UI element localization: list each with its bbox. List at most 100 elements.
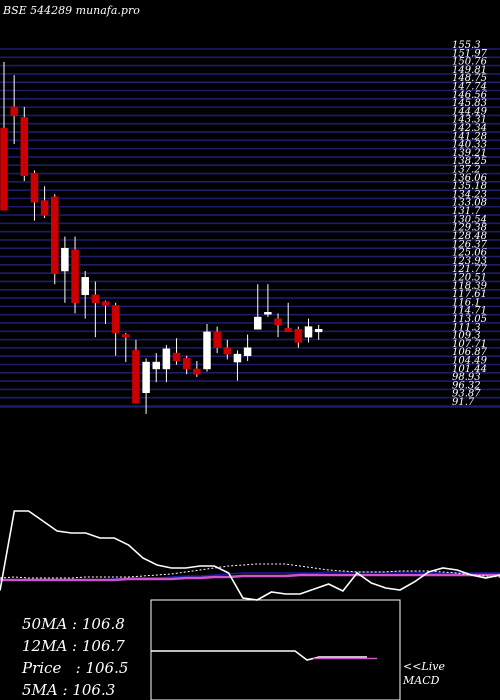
candlestick	[213, 326, 221, 354]
ma-white-line	[0, 510, 500, 601]
candlestick	[294, 326, 303, 348]
price-tick-label: 155.3	[452, 40, 481, 51]
candlestick	[40, 186, 49, 219]
bullish-candle-body	[264, 312, 272, 315]
candlestick	[314, 325, 323, 340]
price-tick-label: 135.18	[452, 181, 487, 192]
price-tick-label: 151.97	[452, 48, 488, 59]
price-tick-label: 133.08	[452, 198, 487, 209]
price-tick-labels: 155.3151.97150.76149.81148.75147.74146.5…	[452, 40, 488, 408]
bullish-candle-body	[304, 326, 313, 338]
price-tick-label: 91.7	[452, 397, 475, 408]
bearish-candle-body	[172, 352, 181, 362]
macd-panel-frame	[150, 599, 401, 700]
candlestick	[0, 61, 8, 211]
price-tick-label: 120.51	[452, 272, 487, 283]
ma-magenta-line	[0, 573, 500, 582]
price-tick-label: 129.38	[452, 223, 487, 234]
candlestick	[71, 236, 79, 314]
bearish-candle-body	[51, 196, 59, 274]
candlestick	[223, 339, 232, 360]
bearish-candle-body	[294, 328, 303, 343]
candlestick	[284, 302, 292, 333]
price-tick-label: 131.7	[452, 206, 481, 217]
price-tick-label: 137.2	[452, 165, 481, 176]
price-tick-label: 109.3	[452, 331, 481, 342]
ma5-label: 5MA : 106.3	[22, 681, 116, 699]
candlestick	[152, 353, 160, 383]
price-label: Price : 106.5	[22, 659, 129, 677]
candlestick	[101, 300, 110, 324]
bearish-candle-body	[91, 294, 100, 304]
candlestick	[172, 338, 181, 365]
bullish-candle-body	[142, 361, 150, 394]
price-tick-label: 147.74	[452, 82, 487, 93]
bullish-candle-body	[81, 277, 89, 296]
candlestick	[61, 236, 69, 303]
candlestick	[304, 318, 313, 343]
price-tick-label: 93.87	[452, 389, 481, 400]
bearish-candle-body	[193, 368, 201, 375]
bearish-candle-body	[30, 172, 39, 203]
price-tick-label: 118.39	[452, 281, 488, 292]
candlestick	[193, 361, 201, 377]
price-tick-label: 123.93	[452, 256, 487, 267]
bullish-candle-body	[61, 247, 69, 272]
bullish-candle-body	[162, 348, 171, 370]
bearish-candle-body	[0, 127, 8, 211]
candlestick	[203, 323, 211, 372]
candlestick	[254, 284, 262, 330]
price-tick-label: 130.54	[452, 214, 487, 225]
chart-title: BSE 544289 munafa.pro	[3, 4, 140, 17]
bullish-candle-body	[203, 331, 211, 370]
candlestick	[30, 170, 39, 221]
bearish-candle-body	[71, 249, 79, 304]
candlestick	[51, 194, 59, 285]
price-tick-label: 125.06	[452, 248, 488, 259]
price-tick-label: 113.05	[452, 314, 487, 325]
bearish-candle-body	[122, 334, 130, 338]
price-tick-label: 144.49	[452, 106, 488, 117]
price-tick-label: 139.21	[452, 148, 487, 159]
price-tick-label: 140.33	[452, 140, 487, 151]
live-macd-legend: <<Live MACD	[403, 660, 445, 688]
bearish-candle-body	[213, 331, 221, 349]
price-tick-label: 111.3	[452, 322, 481, 333]
bearish-candle-body	[10, 106, 18, 117]
candlesticks	[0, 61, 323, 414]
macd-label: MACD	[403, 674, 440, 687]
price-tick-label: 107.71	[452, 339, 487, 350]
bullish-candle-body	[314, 328, 323, 333]
candlestick	[264, 284, 272, 318]
price-tick-label: 134.23	[452, 189, 487, 200]
price-tick-label: 142.34	[452, 123, 487, 134]
moving-average-panel	[0, 510, 500, 601]
price-tick-label: 128.48	[452, 231, 487, 242]
price-tick-label: 146.56	[452, 90, 488, 101]
candlestick	[132, 339, 140, 404]
price-tick-label: 149.81	[452, 65, 487, 76]
bearish-candle-body	[182, 358, 191, 370]
candlestick	[91, 281, 100, 338]
price-tick-label: 145.83	[452, 98, 487, 109]
candlestick	[142, 358, 150, 414]
bearish-candle-body	[40, 200, 49, 216]
price-tick-label: 121.77	[452, 264, 488, 275]
price-tick-label: 138.25	[452, 156, 487, 167]
price-tick-label: 96.32	[452, 380, 481, 391]
candlestick	[111, 302, 120, 356]
price-tick-label: 141.28	[452, 131, 487, 142]
candlestick	[10, 75, 18, 144]
price-tick-label: 150.76	[452, 57, 488, 68]
bullish-candle-body	[233, 353, 242, 363]
price-tick-label: 143.31	[452, 115, 487, 126]
price-tick-label: 126.37	[452, 239, 488, 250]
ma12-label: 12MA : 106.7	[22, 637, 125, 655]
bullish-candle-body	[254, 316, 262, 330]
candlestick	[162, 345, 171, 383]
price-tick-label: 104.49	[452, 355, 488, 366]
bearish-candle-body	[111, 305, 120, 334]
candlestick	[122, 332, 130, 363]
bearish-candle-body	[132, 350, 140, 404]
